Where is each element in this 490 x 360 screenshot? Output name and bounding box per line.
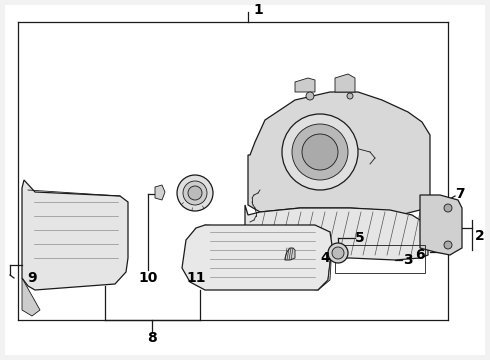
- Circle shape: [444, 241, 452, 249]
- Circle shape: [306, 92, 314, 100]
- Circle shape: [328, 243, 348, 263]
- Polygon shape: [155, 185, 165, 200]
- Text: 5: 5: [355, 231, 365, 245]
- Circle shape: [347, 93, 353, 99]
- Circle shape: [332, 247, 344, 259]
- Polygon shape: [22, 180, 128, 290]
- Text: 8: 8: [147, 331, 157, 345]
- Text: 2: 2: [475, 229, 485, 243]
- Circle shape: [188, 186, 202, 200]
- Circle shape: [444, 204, 452, 212]
- Circle shape: [177, 175, 213, 211]
- Circle shape: [302, 134, 338, 170]
- Circle shape: [292, 124, 348, 180]
- Polygon shape: [245, 205, 428, 260]
- Bar: [335, 245, 425, 273]
- Text: 11: 11: [186, 271, 206, 285]
- Polygon shape: [285, 248, 295, 260]
- Polygon shape: [420, 195, 462, 255]
- Text: 3: 3: [403, 253, 413, 267]
- Text: 9: 9: [27, 271, 37, 285]
- Circle shape: [183, 181, 207, 205]
- Text: 1: 1: [253, 3, 263, 17]
- Polygon shape: [248, 92, 430, 215]
- Circle shape: [282, 114, 358, 190]
- Text: 6: 6: [415, 248, 425, 262]
- Text: 7: 7: [455, 187, 465, 201]
- Polygon shape: [295, 78, 315, 92]
- Text: 4: 4: [320, 251, 330, 265]
- Polygon shape: [22, 278, 40, 316]
- Text: 10: 10: [138, 271, 158, 285]
- Polygon shape: [318, 245, 332, 290]
- Polygon shape: [182, 225, 332, 290]
- Polygon shape: [335, 74, 355, 92]
